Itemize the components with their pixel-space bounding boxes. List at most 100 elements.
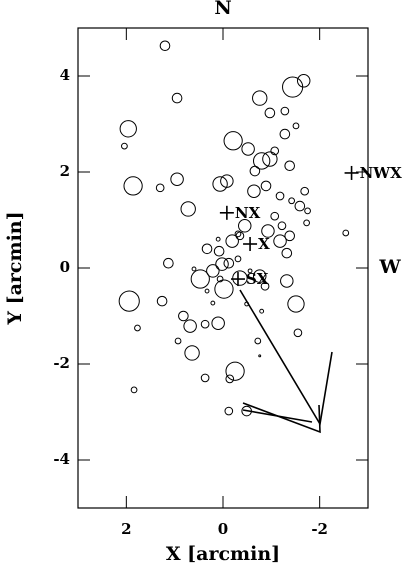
y-tick-label: 2: [60, 162, 70, 180]
y-tick-label: -2: [53, 354, 70, 372]
galaxy-point: [212, 176, 228, 192]
galaxy-point: [224, 406, 234, 416]
galaxy-point: [159, 40, 171, 52]
galaxy-point: [171, 92, 183, 104]
galaxy-point: [225, 234, 239, 248]
arrow-line: [242, 402, 321, 434]
galaxy-point: [215, 236, 221, 242]
galaxy-point: [247, 184, 261, 198]
galaxy-point: [155, 183, 165, 193]
galaxy-point: [216, 275, 224, 283]
galaxy-point: [258, 354, 262, 358]
galaxy-point: [130, 386, 138, 394]
galaxy-point: [287, 295, 305, 313]
galaxy-point: [215, 257, 229, 271]
galaxy-point: [282, 76, 304, 98]
galaxy-point: [300, 186, 310, 196]
source-label: NWX: [360, 164, 403, 182]
galaxy-point: [225, 374, 235, 384]
galaxy-point: [296, 74, 311, 88]
galaxy-point: [184, 345, 200, 361]
galaxy-point: [211, 316, 225, 330]
galaxy-point: [280, 106, 290, 116]
galaxy-point: [200, 373, 210, 383]
galaxy-point: [247, 268, 253, 274]
galaxy-point: [260, 281, 270, 291]
galaxy-point: [134, 324, 141, 332]
arrow-line: [242, 409, 313, 423]
galaxy-point: [121, 142, 128, 150]
galaxy-point: [270, 146, 280, 156]
galaxy-point: [304, 207, 311, 215]
galaxy-point: [277, 221, 287, 231]
galaxy-point: [190, 269, 210, 289]
galaxy-point: [225, 361, 245, 381]
galaxy-point: [220, 174, 234, 188]
galaxy-point: [261, 224, 275, 238]
galaxy-point: [293, 328, 303, 338]
galaxy-point: [170, 172, 184, 186]
galaxy-point: [270, 211, 280, 221]
galaxy-point: [288, 197, 296, 205]
galaxy-point: [200, 319, 210, 329]
galaxy-point: [254, 337, 262, 345]
galaxy-point: [206, 264, 220, 278]
galaxy-point: [183, 319, 197, 333]
galaxy-point: [284, 160, 296, 172]
galaxy-point: [234, 255, 242, 263]
x-tick-label: 0: [218, 520, 228, 538]
source-label: SX: [246, 270, 269, 288]
source-label: NX: [235, 204, 261, 222]
galaxy-point: [252, 269, 267, 283]
galaxy-point: [259, 308, 265, 314]
galaxy-point: [174, 337, 182, 345]
galaxy-point: [253, 152, 271, 170]
galaxy-point: [201, 243, 213, 255]
y-tick-label: 0: [60, 258, 70, 276]
source-label: X: [258, 235, 270, 253]
galaxy-point: [273, 234, 287, 248]
y-axis-title: Y [arcmin]: [4, 211, 26, 325]
x-tick-label: -2: [311, 520, 328, 538]
x-tick-label: 2: [121, 520, 131, 538]
galaxy-point: [252, 90, 268, 106]
galaxy-point: [279, 128, 291, 140]
galaxy-point: [281, 247, 293, 259]
x-axis-title: X [arcmin]: [166, 543, 280, 565]
galaxy-point: [204, 288, 210, 294]
y-tick-label: -4: [53, 450, 70, 468]
galaxy-point: [342, 229, 350, 237]
galaxy-point: [214, 279, 234, 299]
galaxy-point: [280, 274, 294, 288]
galaxy-point: [241, 142, 255, 156]
galaxy-point: [163, 257, 174, 269]
galaxy-point: [294, 200, 306, 212]
west-label: W: [378, 256, 401, 278]
galaxy-point: [275, 191, 285, 201]
galaxy-point: [234, 230, 242, 238]
galaxy-point: [264, 107, 276, 119]
galaxy-point: [210, 300, 216, 306]
galaxy-point: [213, 245, 225, 257]
galaxy-point: [241, 405, 252, 417]
galaxy-point: [238, 219, 252, 233]
galaxy-point: [284, 230, 296, 242]
galaxy-point: [223, 257, 235, 269]
galaxy-point: [191, 266, 197, 272]
north-label: N: [214, 0, 231, 19]
galaxy-point: [223, 131, 243, 151]
vector-lines: [239, 289, 333, 434]
galaxy-point: [178, 310, 189, 322]
galaxy-point: [118, 290, 140, 312]
galaxy-point: [262, 151, 278, 167]
galaxy-point: [244, 301, 250, 307]
galaxy-point: [249, 165, 261, 177]
galaxy-point: [180, 201, 196, 217]
galaxy-point: [232, 270, 248, 286]
plot-frame: [77, 27, 369, 509]
galaxy-point: [260, 180, 272, 192]
galaxy-point: [119, 120, 137, 138]
arrow-line: [239, 289, 333, 427]
galaxy-point: [123, 176, 143, 196]
